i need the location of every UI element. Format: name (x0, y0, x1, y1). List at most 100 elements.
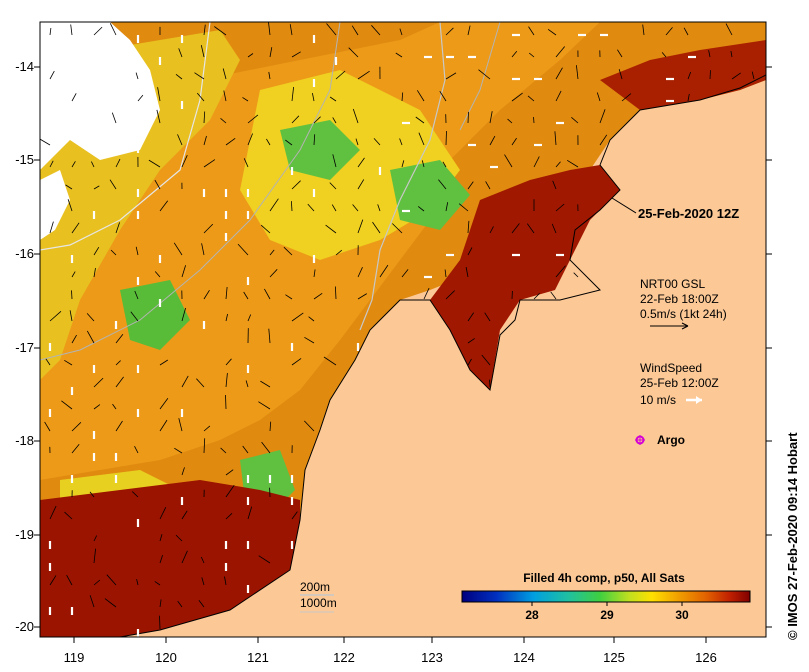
current-vector (285, 139, 293, 146)
current-vector (220, 447, 227, 454)
current-vector (308, 316, 315, 322)
current-vector (214, 26, 227, 36)
x-tick-label: 121 (247, 650, 269, 665)
current-vector (357, 219, 364, 234)
current-vector (528, 26, 535, 36)
current-vector (395, 52, 403, 58)
current-vector (335, 286, 337, 300)
current-legend-scale: 0.5m/s (1kt 24h) (640, 307, 727, 321)
current-vector (511, 92, 523, 102)
colorbar-tick-label: 28 (525, 608, 539, 622)
current-vector (243, 158, 249, 168)
current-vector (49, 505, 57, 520)
current-vector (372, 221, 381, 234)
current-vector (71, 222, 80, 234)
current-vector (115, 158, 121, 168)
current-vector (93, 26, 103, 36)
current-vector (351, 25, 359, 36)
current-vector (154, 271, 161, 278)
colorbar-tick: 30 (675, 602, 689, 622)
current-vector (371, 25, 381, 36)
wind-legend-title: WindSpeed (640, 361, 702, 375)
y-tick: -16 (15, 246, 772, 261)
current-vector (237, 243, 249, 256)
current-vector (201, 243, 205, 256)
current-vector (203, 135, 207, 146)
current-vector (547, 28, 557, 36)
wind-legend-scale: 10 m/s (640, 393, 676, 407)
current-vector (289, 24, 293, 36)
current-vector (225, 358, 232, 366)
current-vector (527, 95, 535, 102)
current-vector (599, 109, 606, 124)
current-vector (323, 356, 337, 366)
y-tick-label: -15 (15, 152, 34, 167)
current-vector (225, 469, 234, 476)
current-vector (418, 132, 425, 146)
current-vector (203, 24, 206, 36)
current-vector (445, 202, 449, 212)
current-vector (111, 112, 117, 124)
y-tick: -20 (15, 619, 772, 634)
current-vector (93, 535, 98, 542)
current-vector (421, 160, 425, 168)
current-vector (511, 137, 517, 146)
current-vector (49, 221, 54, 234)
current-vector (507, 118, 513, 124)
current-vector (175, 534, 183, 542)
current-vector (159, 615, 161, 630)
current-vector (555, 161, 561, 168)
current-vector (178, 48, 183, 58)
argo-marker-icon (635, 435, 645, 445)
current-vector (551, 223, 557, 234)
x-tick-label: 122 (333, 650, 355, 665)
current-vector (89, 595, 95, 608)
current-vector (148, 159, 161, 168)
current-vector (261, 441, 271, 454)
current-vector (222, 68, 227, 80)
current-vector (730, 50, 733, 58)
current-vector (159, 359, 169, 366)
current-vector (135, 72, 139, 80)
current-vector (110, 249, 117, 256)
current-vector (109, 179, 117, 190)
wind-legend-time: 25-Feb 12:00Z (640, 376, 719, 390)
current-scale-arrow (650, 322, 689, 330)
depth-legend-200: 200m (300, 580, 330, 594)
y-axis: -14 -15 -16 -17 -18 -19 -20 (15, 59, 772, 634)
current-vector (511, 50, 518, 58)
current-vector (243, 291, 249, 300)
current-vector (291, 312, 304, 322)
current-vector (247, 53, 254, 58)
y-tick: -18 (15, 433, 772, 448)
current-vector (687, 93, 690, 102)
current-vector (93, 185, 100, 190)
current-vector (352, 108, 359, 124)
current-vector (379, 264, 389, 278)
current-vector (329, 96, 337, 102)
current-vector (439, 90, 447, 102)
y-tick-label: -20 (15, 619, 34, 634)
current-vector (70, 24, 73, 36)
current-vector (194, 72, 205, 80)
current-vector (291, 180, 301, 190)
current-vector (200, 556, 205, 564)
current-vector (504, 154, 513, 168)
current-vector (485, 181, 491, 190)
current-vector (266, 138, 271, 146)
current-vector (417, 206, 425, 212)
current-vector (335, 70, 346, 80)
current-vector (489, 226, 494, 234)
current-vector (154, 581, 161, 586)
current-vector (159, 419, 168, 432)
current-vector (177, 134, 183, 146)
current-vector (617, 49, 623, 58)
current-vector (357, 179, 365, 190)
current-vector (484, 312, 491, 322)
current-vector (416, 90, 425, 102)
current-vector (181, 375, 189, 388)
date-label: 25-Feb-2020 12Z (638, 206, 739, 221)
current-vector (71, 443, 80, 454)
current-vector (134, 290, 139, 300)
